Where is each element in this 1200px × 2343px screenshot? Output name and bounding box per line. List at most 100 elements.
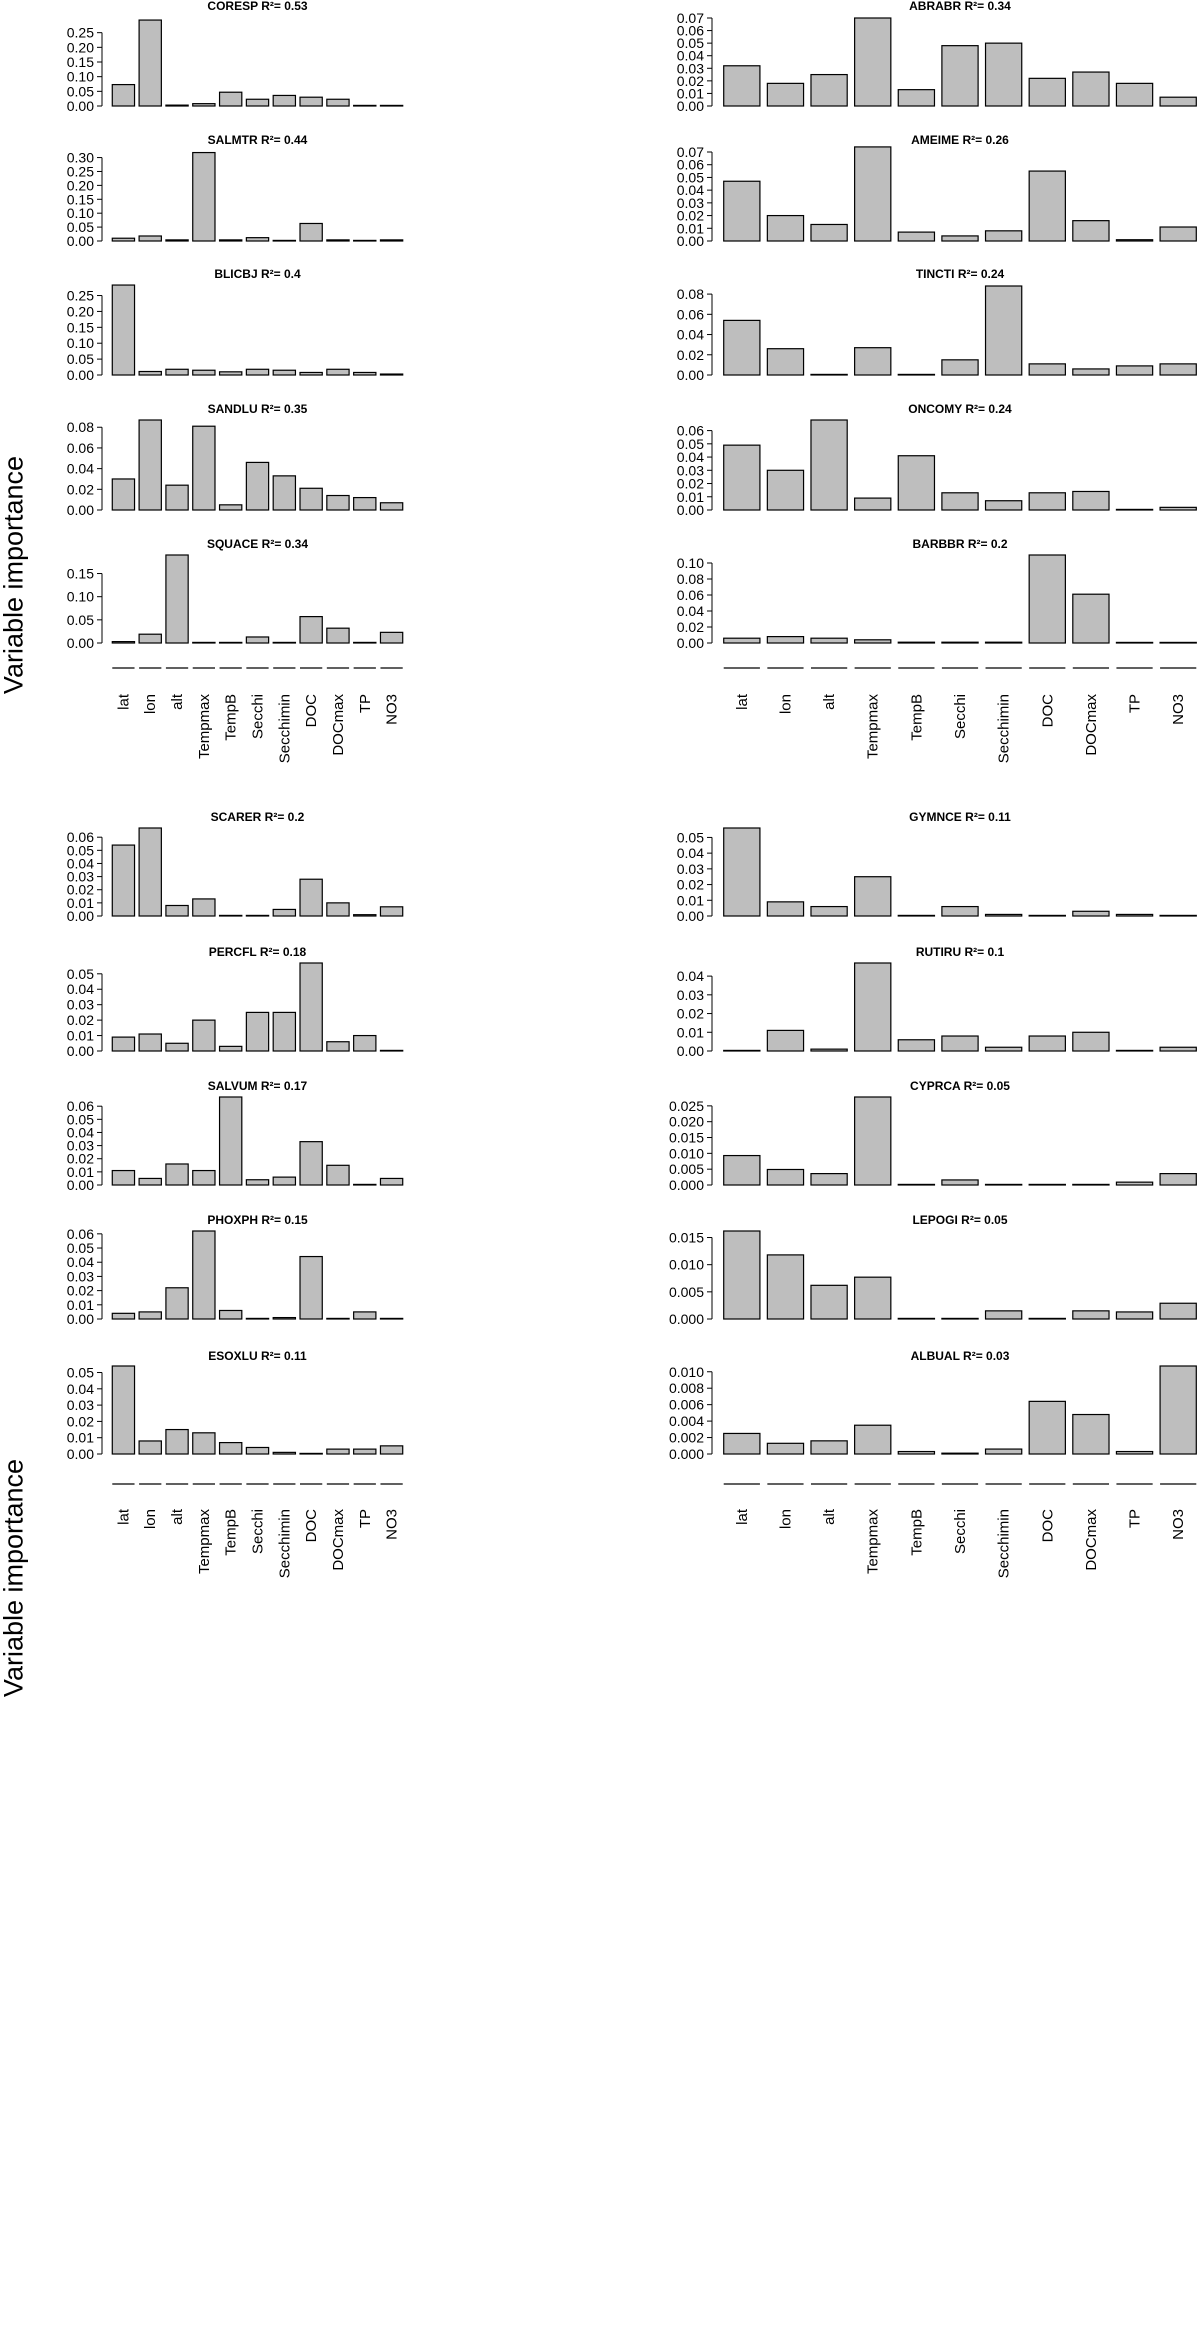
bar-secchi [941, 1035, 979, 1052]
bar-lat [723, 827, 761, 917]
y-tick-label: 0.15 [67, 566, 94, 582]
bar-tp [1115, 1181, 1154, 1186]
bar-secchimin [272, 1316, 297, 1320]
panel-title: CORESP R²= 0.53 [207, 0, 307, 13]
bar-lat [111, 83, 136, 107]
bar-tempmax [854, 17, 892, 107]
category-label-docmax: DOCmax [330, 694, 347, 756]
species-code: SQUACE [207, 537, 262, 551]
y-tick-label: 0.15 [67, 54, 94, 70]
panel-title: TINCTI R²= 0.24 [916, 267, 1005, 281]
bar-tempb [218, 1441, 243, 1455]
bar-alt [165, 554, 189, 644]
panel-title: SALVUM R²= 0.17 [208, 1079, 308, 1093]
category-label-secchi: Secchi [250, 694, 267, 739]
r-squared: R²= 0.2 [265, 810, 305, 824]
bar-doc [299, 371, 323, 376]
category-label-lat: lat [734, 1508, 751, 1525]
bar-no3 [1159, 506, 1197, 511]
y-tick-label: 0.03 [677, 60, 704, 76]
bar-no3 [1159, 1365, 1197, 1455]
panel-ameime: AMEIME R²= 0.260.000.010.020.030.040.050… [677, 133, 1197, 249]
bar-secchimin [272, 369, 297, 376]
bar-lon [138, 633, 162, 644]
bar-secchimin [272, 641, 297, 644]
r-squared: R²= 0.26 [962, 133, 1009, 147]
bar-secchi [941, 1452, 979, 1455]
bar-lon [766, 1168, 805, 1186]
y-tick-label: 0.05 [677, 35, 704, 51]
y-tick-label: 0.01 [67, 1430, 94, 1446]
y-tick-label: 0.01 [677, 489, 704, 505]
bar-secchi [245, 461, 270, 511]
y-tick-label: 0.10 [677, 555, 704, 571]
bar-docmax [326, 1041, 350, 1052]
bar-lat [111, 1036, 136, 1052]
bar-no3 [1159, 1173, 1197, 1186]
y-tick-label: 0.00 [67, 367, 94, 383]
y-tick-label: 0.03 [67, 1397, 94, 1413]
category-label-tp: TP [1127, 1509, 1144, 1528]
y-tick-label: 0.04 [67, 1124, 94, 1140]
panel-phoxph: PHOXPH R²= 0.15 0.000.010.020.030.040.050… [67, 1213, 404, 1327]
bar-tp [1115, 1450, 1154, 1455]
y-tick-label: 0.25 [67, 288, 94, 304]
species-code: TINCTI [916, 267, 958, 281]
species-code: SANDLU [208, 402, 261, 416]
bar-tp [1115, 913, 1154, 917]
bar-tempmax [854, 962, 892, 1052]
bar-docmax [1072, 1413, 1110, 1455]
species-code: PHOXPH [207, 1213, 261, 1227]
r-squared: R²= 0.05 [961, 1213, 1008, 1227]
bar-doc [1028, 1317, 1066, 1320]
y-tick-label: 0.02 [677, 1006, 704, 1022]
species-code: ONCOMY [908, 402, 965, 416]
bar-no3 [379, 1177, 404, 1186]
category-label-lat: lat [115, 1508, 132, 1525]
category-label-alt: alt [821, 1508, 838, 1525]
species-code: PERCFL [209, 945, 260, 959]
y-tick-label: 0.020 [669, 1114, 704, 1130]
bar-secchimin [984, 1310, 1023, 1320]
y-tick-label: 0.03 [67, 1138, 94, 1154]
bar-tp [353, 1448, 377, 1455]
species-code: BLICBJ [214, 267, 261, 281]
panel-title: GYMNCE R²= 0.11 [909, 810, 1011, 824]
bar-alt [810, 223, 848, 242]
bar-docmax [326, 1317, 350, 1320]
bar-doc [299, 487, 323, 511]
bar-secchimin [984, 1448, 1023, 1455]
y-tick-label: 0.08 [67, 419, 94, 435]
species-code: CYPRCA [910, 1079, 964, 1093]
y-tick-label: 0.01 [677, 85, 704, 101]
bar-lon [138, 1177, 162, 1186]
bar-lon [766, 1254, 805, 1320]
bar-tempb [218, 914, 243, 917]
panel-title: BLICBJ R²= 0.4 [214, 267, 301, 281]
bar-secchi [941, 1179, 979, 1186]
bar-lon [138, 419, 162, 511]
bar-secchi [245, 1011, 270, 1052]
y-tick-label: 0.06 [677, 587, 704, 603]
category-label-secchimin: Secchimin [996, 694, 1013, 763]
bar-doc [1028, 363, 1066, 376]
bar-tempb [218, 504, 243, 511]
y-tick-label: 0.000 [669, 1311, 704, 1327]
bar-doc [1028, 554, 1066, 644]
bar-tempmax [854, 1096, 892, 1186]
bar-docmax [1072, 1310, 1110, 1320]
bar-doc [1028, 170, 1066, 242]
category-label-docmax: DOCmax [1083, 1509, 1100, 1571]
y-tick-label: 0.20 [67, 39, 94, 55]
bar-secchimin [272, 1011, 297, 1052]
y-tick-label: 0.00 [67, 1043, 94, 1059]
y-tick-label: 0.00 [677, 233, 704, 249]
species-code: ABRABR [909, 0, 964, 13]
category-label-secchi: Secchi [952, 1509, 969, 1554]
r-squared: R²= 0.2 [968, 537, 1008, 551]
bar-tempmax [854, 1276, 892, 1320]
bar-tempb [897, 455, 936, 511]
category-label-secchimin: Secchimin [276, 694, 293, 763]
y-tick-label: 0.02 [67, 1283, 94, 1299]
bar-tp [1115, 239, 1154, 242]
